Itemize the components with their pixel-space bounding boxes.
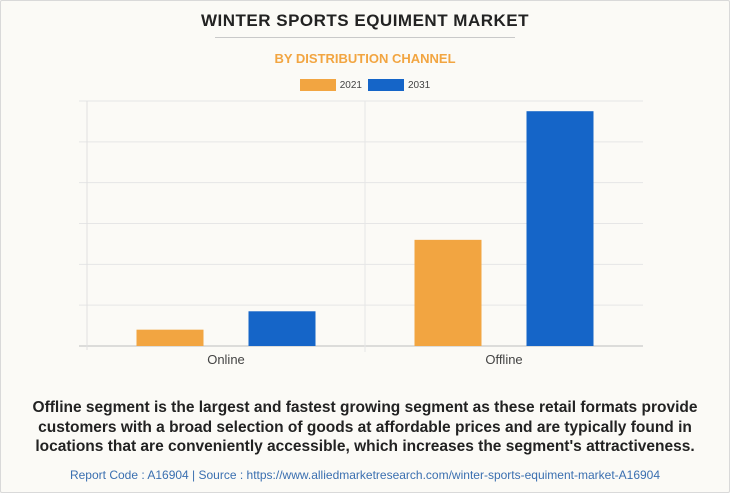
legend-swatch-2021 <box>299 79 336 91</box>
x-tick-label-online: Online <box>207 352 245 367</box>
bar-online-2031 <box>248 311 316 346</box>
chart-title: WINTER SPORTS EQUIMENT MARKET <box>200 11 530 30</box>
x-tick-label-offline: Offline <box>485 352 522 367</box>
chart-caption: Offline segment is the largest and faste… <box>32 399 698 455</box>
bar-offline-2031 <box>526 111 594 346</box>
legend-item-2031: 2031 <box>368 79 430 91</box>
legend: 2021 2031 <box>0 79 730 91</box>
legend-label-2021: 2021 <box>339 79 362 91</box>
chart-subtitle: BY DISTRIBUTION CHANNEL <box>274 51 456 66</box>
title-divider <box>215 37 515 38</box>
legend-label-2031: 2031 <box>408 79 431 91</box>
report-source-footer: Report Code : A16904 | Source : https://… <box>69 468 661 482</box>
legend-item-2021: 2021 <box>299 79 362 91</box>
legend-swatch-2031 <box>368 79 404 91</box>
bar-offline-2021 <box>414 239 482 346</box>
bar-online-2021 <box>136 329 204 346</box>
